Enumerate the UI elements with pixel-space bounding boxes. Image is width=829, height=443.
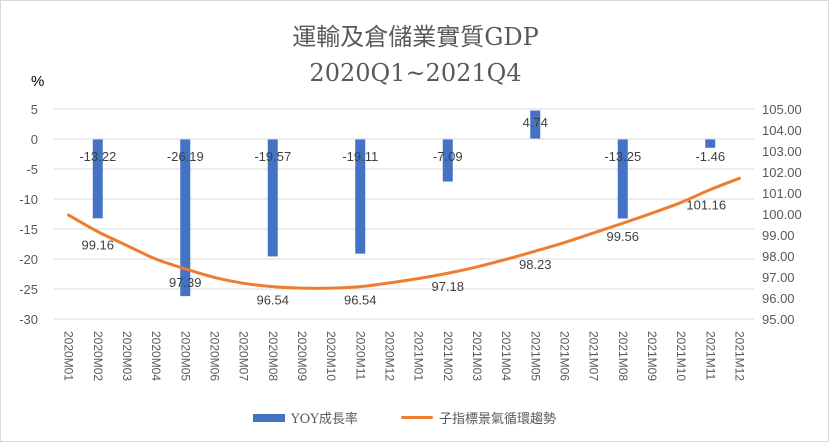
y-right-tick-label: 102.00 [762,165,802,180]
y-right-tick-label: 105.00 [762,102,802,117]
trend-data-label: 96.54 [344,293,377,308]
trend-data-label: 99.56 [606,229,639,244]
bar-data-label: -1.46 [695,149,725,164]
bar [92,139,103,219]
x-tick-label: 2020M10 [324,331,338,381]
x-tick-label: 2021M01 [412,331,426,381]
chart-legend: YOY成長率 子指標景氣循環趨勢 [1,406,829,430]
bar-data-label: -7.09 [433,149,463,164]
x-tick-label: 2021M11 [703,331,717,380]
y-left-tick-label: -30 [19,312,38,327]
trend-line [67,176,741,290]
y-right-tick-label: 96.00 [762,291,795,306]
bar-data-label: -13.22 [79,149,116,164]
y-right-tick-label: 100.00 [762,207,802,222]
bar [267,139,278,257]
x-tick-label: 2021M07 [587,331,601,381]
x-tick-label: 2020M08 [266,331,280,381]
chart-title: 運輸及倉儲業實質GDP [292,23,539,51]
bar-data-label: -26.19 [167,149,204,164]
trend-data-label: 98.23 [519,257,552,272]
x-tick-label: 2020M04 [149,331,163,381]
bar-data-label: -19.11 [342,149,378,164]
x-tick-label: 2020M11 [353,331,367,380]
bar [705,139,716,148]
y-left-tick-label: 5 [31,102,38,117]
y-right-tick-label: 104.00 [762,123,802,138]
bar [442,139,453,182]
y-left-unit: % [31,73,45,90]
y-right-tick-label: 98.00 [762,249,795,264]
x-tick-label: 2020M05 [178,331,192,381]
x-tick-label: 2020M07 [237,331,251,381]
bar-data-label: -13.25 [604,149,641,164]
y-left-tick-label: -20 [19,252,38,267]
x-tick-label: 2020M03 [120,331,134,381]
bar [617,139,628,219]
x-tick-label: 2020M02 [91,331,105,381]
y-right-tick-label: 97.00 [762,270,795,285]
x-tick-label: 2021M04 [499,331,513,381]
y-left-tick-label: -10 [19,192,38,207]
x-tick-label: 2020M01 [62,331,76,381]
bar-data-label: 4.74 [523,115,548,130]
trend-data-label: 97.18 [431,279,464,294]
bar [180,139,191,297]
y-right-tick-label: 95.00 [762,312,795,327]
legend-swatch-trend [401,416,433,419]
trend-data-label: 96.54 [256,293,289,308]
x-tick-label: 2020M06 [207,331,221,381]
x-tick-label: 2021M10 [674,331,688,381]
y-right-tick-label: 103.00 [762,144,802,159]
legend-swatch-yoy [253,413,285,422]
y-right-tick-label: 101.00 [762,186,802,201]
trend-data-label: 97.39 [169,275,202,290]
y-left-tick-label: -5 [26,162,38,177]
legend-item-yoy: YOY成長率 [253,408,358,427]
x-tick-label: 2020M09 [295,331,309,381]
x-tick-label: 2021M12 [732,331,746,381]
y-left-tick-label: -15 [19,222,38,237]
y-left-tick-label: -25 [19,282,38,297]
x-tick-label: 2021M02 [441,331,455,381]
trend-data-label: 101.16 [686,198,726,213]
bar-data-label: -19.57 [254,149,291,164]
x-tick-label: 2021M06 [557,331,571,381]
x-tick-label: 2020M12 [382,331,396,381]
y-right-tick-label: 99.00 [762,228,795,243]
x-tick-label: 2021M05 [528,331,542,381]
chart-subtitle: 2020Q1~2021Q4 [309,59,522,87]
trend-data-label: 99.16 [81,238,114,253]
legend-label-trend: 子指標景氣循環趨勢 [439,412,557,427]
x-tick-label: 2021M08 [616,331,630,381]
x-tick-label: 2021M09 [645,331,659,381]
x-tick-label: 2021M03 [470,331,484,381]
legend-item-trend: 子指標景氣循環趨勢 [401,408,556,427]
y-left-tick-label: 0 [31,132,38,147]
legend-label-yoy: YOY成長率 [291,412,358,427]
bar [530,110,541,139]
bar [355,139,366,254]
